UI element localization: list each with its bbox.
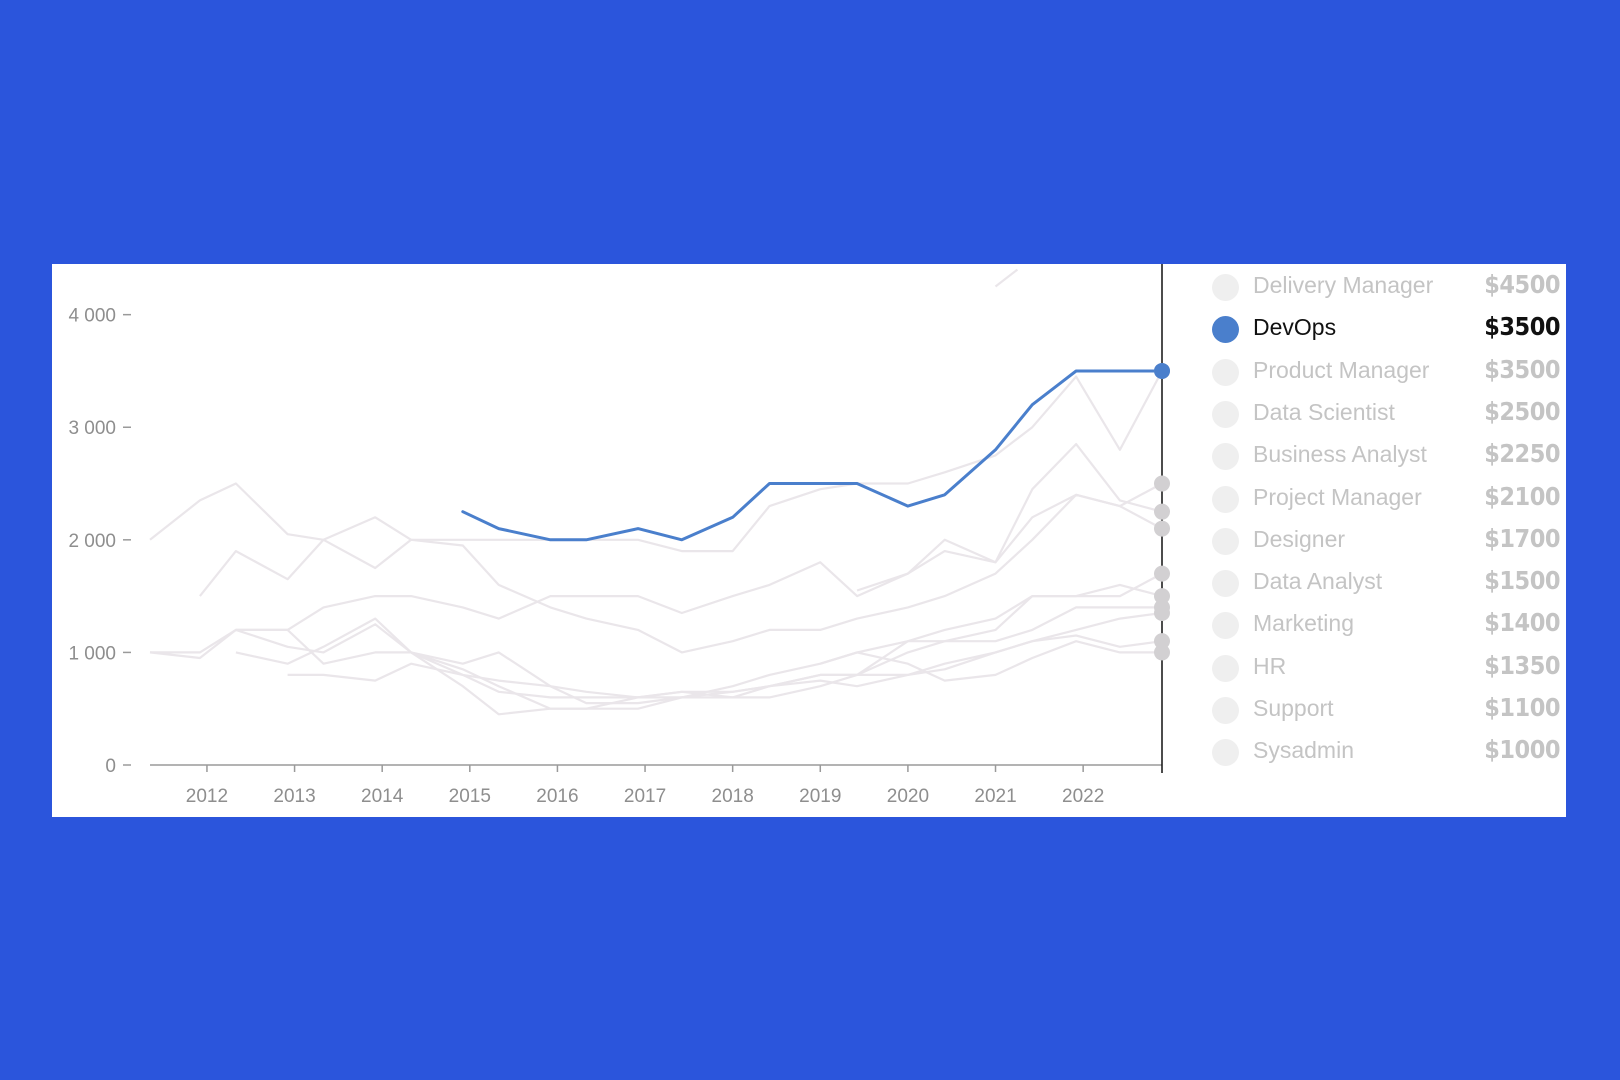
- y-tick-label: 4 000: [68, 306, 116, 327]
- x-tick-label: 2019: [799, 786, 841, 807]
- legend-value: $1700: [1484, 523, 1560, 553]
- legend-color-dot: [1212, 358, 1239, 386]
- legend-label: Sysadmin: [1253, 737, 1354, 764]
- x-tick-label: 2016: [536, 786, 578, 807]
- series-end-marker-data-analyst: [1154, 588, 1170, 605]
- legend-item-product-manager[interactable]: Product Manager $3500: [1197, 351, 1566, 391]
- legend-item-data-scientist[interactable]: Data Scientist $2500: [1197, 393, 1566, 433]
- legend-label: HR: [1253, 652, 1287, 679]
- legend-item-data-analyst[interactable]: Data Analyst $1500: [1197, 562, 1566, 602]
- x-tick-label: 2013: [273, 786, 315, 807]
- legend-label: Marketing: [1253, 610, 1354, 637]
- legend-label: Delivery Manager: [1253, 272, 1434, 298]
- series-line-product-manager: [149, 370, 1163, 570]
- legend-color-dot: [1212, 485, 1239, 513]
- legend-label: Designer: [1253, 525, 1346, 552]
- legend-item-sysadmin[interactable]: Sysadmin $1000: [1197, 731, 1566, 771]
- y-tick-label: 2 000: [68, 531, 116, 552]
- series-line-business-analyst: [856, 443, 1163, 592]
- legend-value: $2250: [1484, 439, 1560, 469]
- x-tick-label: 2022: [1062, 786, 1104, 807]
- legend-color-dot: [1212, 443, 1239, 471]
- legend-label: Support: [1253, 695, 1334, 721]
- legend-color-dot: [1212, 527, 1239, 555]
- legend-value: $1350: [1484, 650, 1560, 680]
- series-end-markers: [1154, 362, 1170, 661]
- y-tick-label: 0: [105, 756, 116, 777]
- series-end-marker-project-manager: [1154, 520, 1170, 537]
- series-line-data-scientist: [199, 482, 1163, 654]
- legend-value: $1500: [1484, 566, 1560, 596]
- y-tick-label: 3 000: [68, 418, 116, 439]
- legend-value: $3500: [1484, 312, 1560, 342]
- legend-item-project-manager[interactable]: Project Manager $2100: [1197, 478, 1566, 518]
- legend-value: $2100: [1484, 481, 1560, 511]
- legend-color-dot: [1212, 739, 1239, 767]
- legend-label: Project Manager: [1253, 483, 1422, 510]
- highlighted-series-group: [461, 369, 1164, 542]
- legend-item-designer[interactable]: Designer $1700: [1197, 520, 1566, 560]
- legend-color-dot: [1212, 316, 1239, 344]
- legend-value: $1400: [1484, 608, 1560, 638]
- legend-color-dot: [1212, 570, 1239, 598]
- series-end-marker-business-analyst: [1154, 503, 1170, 520]
- legend-color-dot: [1212, 612, 1239, 640]
- series-end-marker-support: [1154, 633, 1170, 650]
- series-line-sysadmin: [819, 640, 1162, 682]
- legend-color-dot: [1212, 400, 1239, 428]
- legend-label: Data Analyst: [1253, 568, 1383, 595]
- legend-color-dot: [1212, 654, 1239, 682]
- y-tick-label: 1 000: [68, 643, 116, 664]
- legend-item-hr[interactable]: HR $1350: [1197, 647, 1566, 687]
- series-end-marker-designer: [1154, 565, 1170, 582]
- legend-value: $2500: [1484, 396, 1560, 426]
- legend-label: Product Manager: [1253, 356, 1430, 383]
- series-line-designer: [235, 572, 1163, 699]
- legend-value: $3500: [1484, 354, 1560, 384]
- series-legend: Delivery Manager $4500 DevOps $3500 Product …: [1197, 264, 1566, 817]
- y-axis: 0 1 000 2 000 3 000 4 000: [68, 306, 131, 777]
- legend-color-dot: [1212, 697, 1239, 724]
- series-end-marker-devops: [1154, 362, 1170, 379]
- x-axis: 2012 2013 2014 2015 2016 2017 2018 2019 2020 2021…: [186, 765, 1104, 807]
- series-line-marketing: [149, 606, 1162, 699]
- muted-series-group: [149, 268, 1163, 716]
- legend-color-dot: [1212, 274, 1239, 301]
- legend-label: Data Scientist: [1253, 398, 1395, 425]
- x-tick-label: 2017: [624, 786, 666, 807]
- series-line-devops: [461, 369, 1164, 542]
- series-end-marker-sysadmin: [1154, 644, 1170, 661]
- series-line-support: [410, 634, 1163, 716]
- x-tick-label: 2012: [186, 786, 228, 807]
- series-end-marker-hr: [1154, 605, 1170, 622]
- legend-item-marketing[interactable]: Marketing $1400: [1197, 604, 1566, 644]
- legend-item-delivery-manager[interactable]: Delivery Manager $4500: [1197, 266, 1566, 306]
- x-tick-label: 2020: [887, 786, 929, 807]
- legend-value: $1100: [1484, 693, 1560, 722]
- legend-label: Business Analyst: [1253, 441, 1427, 468]
- legend-value: $1000: [1484, 735, 1560, 765]
- legend-label: DevOps: [1253, 314, 1337, 341]
- legend-item-support[interactable]: Support $1100: [1197, 689, 1566, 729]
- x-tick-label: 2015: [449, 786, 491, 807]
- x-tick-label: 2021: [974, 786, 1016, 807]
- series-line-delivery-manager: [994, 268, 1019, 288]
- x-tick-label: 2018: [712, 786, 754, 807]
- legend-item-devops[interactable]: DevOps $3500: [1197, 308, 1566, 348]
- series-line-project-manager: [150, 493, 1163, 654]
- series-end-marker-data-scientist: [1154, 475, 1170, 492]
- legend-item-business-analyst[interactable]: Business Analyst $2250: [1197, 435, 1566, 475]
- x-tick-label: 2014: [361, 786, 404, 807]
- legend-value: $4500: [1484, 270, 1560, 299]
